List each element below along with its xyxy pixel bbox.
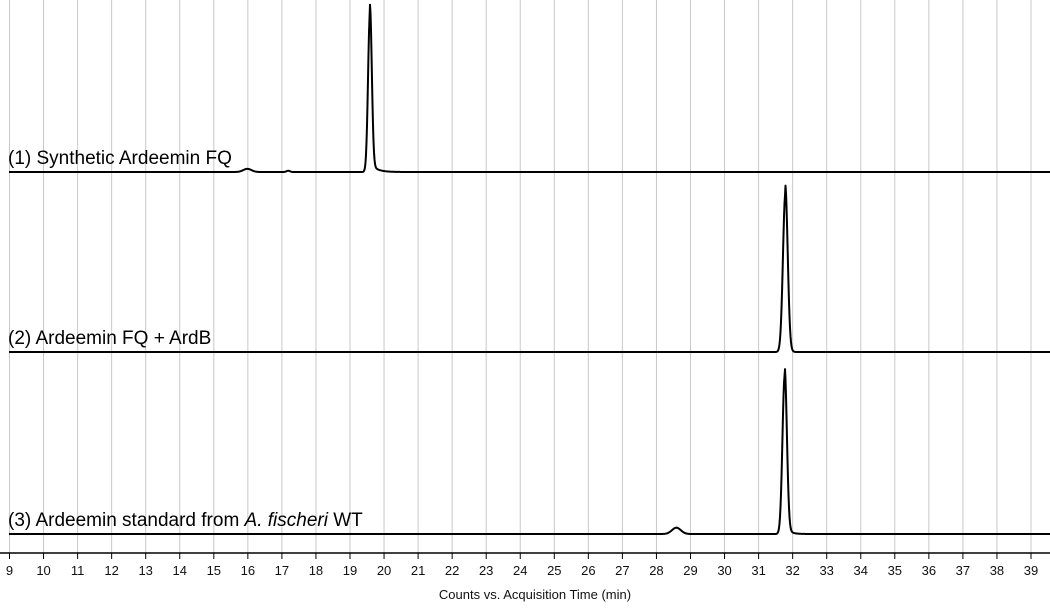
x-tick-label-20: 20 (377, 563, 391, 578)
trace-labels: (1) Synthetic Ardeemin FQ (2) Ardeemin FQ… (8, 148, 363, 531)
x-tick-label-21: 21 (411, 563, 425, 578)
x-tick-label-24: 24 (513, 563, 527, 578)
x-tick-label-19: 19 (343, 563, 357, 578)
x-tick-label-31: 31 (751, 563, 765, 578)
x-tick-label-27: 27 (615, 563, 629, 578)
x-axis-title: Counts vs. Acquisition Time (min) (439, 587, 631, 602)
x-tick-label-34: 34 (854, 563, 868, 578)
x-tick-label-18: 18 (309, 563, 323, 578)
x-tick-label-32: 32 (785, 563, 799, 578)
x-tick-label-30: 30 (717, 563, 731, 578)
trace-3 (8, 368, 1050, 535)
x-tick-label-17: 17 (275, 563, 289, 578)
x-tick-label-29: 29 (683, 563, 697, 578)
x-tick-label-13: 13 (138, 563, 152, 578)
x-tick-label-23: 23 (479, 563, 493, 578)
x-tick-label-26: 26 (581, 563, 595, 578)
x-tick-label-16: 16 (241, 563, 255, 578)
x-tick-label-37: 37 (956, 563, 970, 578)
trace-label-3: (3) Ardeemin standard from A. fischeri W… (8, 510, 363, 531)
x-tick-label-39: 39 (1024, 563, 1038, 578)
x-tick-label-28: 28 (649, 563, 663, 578)
x-tick-label-33: 33 (819, 563, 833, 578)
trace-label-2: (2) Ardeemin FQ + ArdB (8, 328, 211, 349)
traces (8, 3, 1050, 535)
x-tick-label-36: 36 (922, 563, 936, 578)
vertical-gridlines (9, 0, 1032, 553)
x-tick-label-11: 11 (71, 563, 85, 578)
x-tick-label-38: 38 (990, 563, 1004, 578)
x-tick-label-22: 22 (445, 563, 459, 578)
x-tick-label-14: 14 (173, 563, 187, 578)
trace-2 (8, 184, 1050, 353)
x-tick-label-35: 35 (888, 563, 902, 578)
x-tick-label-10: 10 (36, 563, 50, 578)
x-axis: 9 10 11 12 13 14 15 16 17 18 19 20 21 22 23 24 25 26 27 28 2… (0, 552, 1050, 578)
trace-label-1: (1) Synthetic Ardeemin FQ (8, 148, 232, 169)
x-tick-label-15: 15 (207, 563, 221, 578)
x-tick-label-12: 12 (104, 563, 118, 578)
trace-1 (8, 3, 1050, 173)
x-tick-label-9: 9 (6, 563, 13, 578)
x-tick-label-25: 25 (547, 563, 561, 578)
